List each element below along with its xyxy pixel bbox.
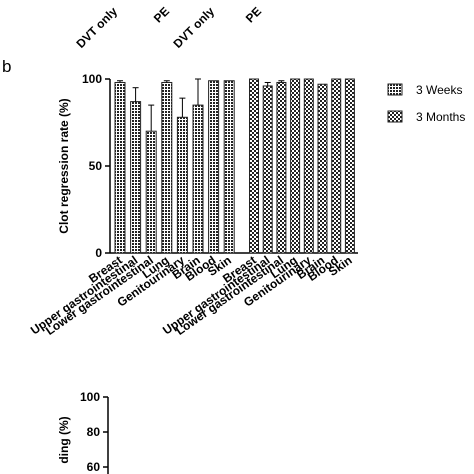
bar — [331, 78, 342, 254]
bar — [344, 78, 355, 254]
x-tick-label: PE — [151, 4, 172, 25]
y-axis-title: Clot regression rate (%) — [57, 98, 71, 233]
bar — [161, 81, 173, 254]
y-axis-title: ding (%) — [57, 416, 71, 463]
bar — [130, 101, 142, 254]
bar — [317, 83, 328, 254]
bar — [192, 104, 204, 254]
bar — [145, 130, 157, 254]
y-tick-label: 0 — [95, 246, 102, 260]
bar — [176, 116, 188, 254]
y-tick-label: 60 — [87, 460, 101, 474]
x-tick-label: PE — [243, 4, 264, 25]
legend-swatch — [387, 110, 403, 123]
bar — [249, 78, 259, 254]
panel-label: b — [2, 57, 11, 76]
y-tick-label: 50 — [89, 159, 103, 173]
bar — [114, 81, 126, 254]
y-tick-label: 100 — [82, 72, 102, 86]
legend-label: 3 Months — [416, 110, 465, 124]
legend-swatch — [387, 83, 403, 96]
bar — [290, 78, 301, 254]
bar — [303, 78, 314, 254]
y-tick-label: 100 — [80, 390, 100, 404]
x-tick-label: DVT only — [170, 4, 217, 51]
bar — [262, 85, 273, 254]
bar — [208, 80, 220, 254]
bar — [223, 80, 235, 254]
bar — [276, 81, 287, 254]
x-tick-label: DVT only — [73, 4, 120, 51]
legend-label: 3 Weeks — [416, 83, 462, 97]
y-tick-label: 80 — [87, 425, 101, 439]
